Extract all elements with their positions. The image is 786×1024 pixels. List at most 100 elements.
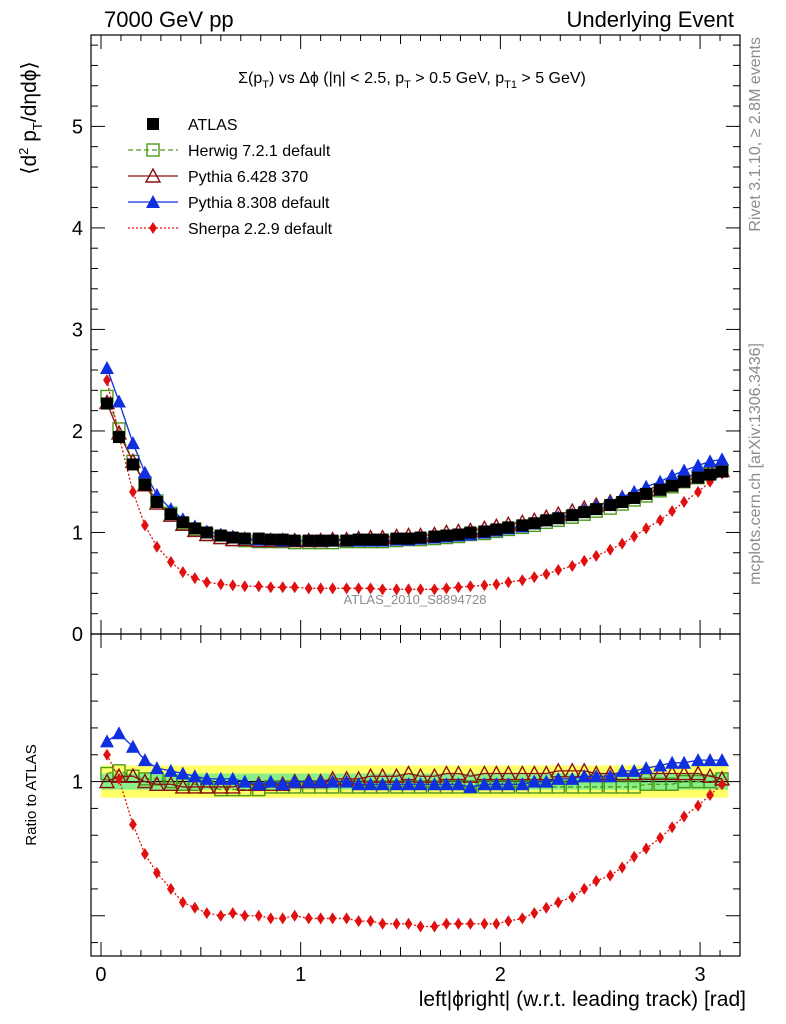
data-point-atlas: [628, 491, 641, 504]
ratio-point-sherpa-2-2-9-default: [378, 917, 387, 930]
ratio-point-pythia-8-308-default: [275, 777, 290, 791]
data-point-sherpa-2-2-9-default: [416, 583, 425, 596]
ratio-point-pythia-8-308-default: [539, 774, 554, 788]
data-point-atlas: [390, 532, 403, 545]
ratio-point-sherpa-2-2-9-default: [530, 907, 539, 920]
data-point-pythia-8-308-default: [125, 436, 140, 450]
series-line-pythia-6-428-370: [106, 402, 723, 542]
ratio-point-pythia-8-308-default: [251, 777, 266, 791]
data-point-atlas: [428, 530, 441, 543]
data-point-sherpa-2-2-9-default: [152, 540, 161, 553]
legend-label: Herwig 7.2.1 default: [188, 143, 331, 160]
ratio-point-sherpa-2-2-9-default: [216, 909, 225, 922]
ratio-point-pythia-8-308-default: [615, 763, 630, 777]
data-point-atlas: [678, 475, 691, 488]
ratio-point-pythia-8-308-default: [187, 769, 202, 783]
ratio-point-sherpa-2-2-9-default: [254, 909, 263, 922]
data-point-pythia-8-308-default: [665, 468, 680, 482]
ratio-point-sherpa-2-2-9-default: [404, 917, 413, 930]
ratio-point-pythia-8-308-default: [313, 774, 328, 788]
data-point-atlas: [288, 534, 301, 547]
data-point-atlas: [552, 512, 565, 525]
legend-marker: [146, 143, 160, 157]
data-point-sherpa-2-2-9-default: [568, 559, 577, 572]
data-point-atlas: [502, 521, 515, 534]
ratio-point-sherpa-2-2-9-default: [202, 907, 211, 920]
data-point-sherpa-2-2-9-default: [504, 576, 513, 589]
ratio-point-pythia-8-308-default: [213, 771, 228, 785]
rivet-note: Rivet 3.1.10, ≥ 2.8M events: [747, 37, 764, 232]
data-point-sherpa-2-2-9-default: [354, 582, 363, 595]
ratio-point-pythia-8-308-default: [363, 777, 378, 791]
data-point-sherpa-2-2-9-default: [290, 581, 299, 594]
watermark: ATLAS_2010_S8894728: [344, 592, 487, 607]
data-point-sherpa-2-2-9-default: [141, 519, 149, 532]
data-point-atlas: [164, 508, 177, 521]
ratio-point-pythia-8-308-default: [515, 777, 530, 791]
ratio-point-sherpa-2-2-9-default: [580, 882, 589, 895]
ratio-point-sherpa-2-2-9-default: [366, 915, 375, 928]
ratio-point-pythia-6-428-370: [148, 775, 166, 791]
ratio-point-pythia-8-308-default: [401, 777, 416, 791]
ratio-point-pythia-8-308-default: [225, 771, 240, 785]
data-point-sherpa-2-2-9-default: [103, 374, 111, 387]
ratio-point-pythia-8-308-default: [691, 753, 706, 767]
ratio-point-pythia-8-308-default: [451, 777, 466, 791]
data-point-atlas: [604, 499, 617, 512]
header-left: 7000 GeV pp: [104, 7, 234, 32]
ratio-point-pythia-8-308-default: [111, 726, 126, 740]
ratio-point-pythia-8-308-default: [715, 753, 730, 767]
legend: ATLAS Herwig 7.2.1 default Pythia 6.428 37…: [128, 117, 333, 238]
data-point-atlas: [176, 516, 189, 529]
data-point-sherpa-2-2-9-default: [492, 578, 501, 591]
data-point-sherpa-2-2-9-default: [129, 485, 137, 498]
data-point-atlas: [616, 496, 629, 509]
ratio-point-pythia-6-428-370: [174, 778, 192, 794]
data-point-sherpa-2-2-9-default: [668, 505, 677, 518]
ratio-point-sherpa-2-2-9-default: [392, 917, 401, 930]
data-point-sherpa-2-2-9-default: [580, 554, 589, 567]
data-point-sherpa-2-2-9-default: [316, 582, 325, 595]
ratio-point-sherpa-2-2-9-default: [542, 901, 551, 914]
legend-marker: [147, 118, 159, 130]
ratio-point-pythia-8-308-default: [527, 774, 542, 788]
data-point-atlas: [276, 533, 289, 546]
data-point-atlas: [302, 534, 315, 547]
ratio-point-sherpa-2-2-9-default: [266, 912, 275, 925]
data-point-atlas: [716, 465, 729, 478]
data-point-atlas: [112, 431, 125, 444]
data-point-atlas: [528, 517, 541, 530]
data-point-pythia-8-308-default: [137, 465, 152, 479]
ratio-point-pythia-6-428-370: [689, 765, 707, 781]
data-point-sherpa-2-2-9-default: [530, 571, 539, 584]
data-point-sherpa-2-2-9-default: [178, 566, 187, 579]
main-panel: 0 1 2 3 4 5 Σ(pT) vs Δϕ (|η| < 2.5, pT > 0.5 …: [16, 34, 741, 646]
ratio-point-pythia-6-428-370: [198, 778, 215, 794]
ratio-point-sherpa-2-2-9-default: [328, 912, 337, 925]
y-tick-label: 5: [72, 116, 83, 138]
data-point-pythia-8-308-default: [111, 394, 126, 408]
ratio-point-pythia-8-308-default: [339, 774, 354, 788]
legend-entry-herwig-7-2-1-default: Herwig 7.2.1 default: [128, 143, 331, 160]
ratio-point-sherpa-2-2-9-default: [416, 920, 425, 933]
y-tick-label: 2: [72, 421, 83, 443]
x-tick-label: 1: [295, 964, 306, 986]
data-point-sherpa-2-2-9-default: [266, 581, 275, 594]
data-point-pythia-8-308-default: [715, 452, 730, 466]
data-point-atlas: [226, 531, 239, 544]
ratio-point-pythia-8-308-default: [287, 774, 302, 788]
data-point-sherpa-2-2-9-default: [216, 578, 225, 591]
ratio-point-pythia-6-428-370: [675, 765, 693, 781]
y-tick-label: 1: [72, 522, 83, 544]
ratio-point-sherpa-2-2-9-default: [178, 896, 187, 909]
ratio-point-pythia-8-308-default: [325, 774, 340, 788]
ratio-point-sherpa-2-2-9-default: [718, 778, 726, 791]
ratio-point-sherpa-2-2-9-default: [504, 915, 513, 928]
ratio-point-sherpa-2-2-9-default: [680, 810, 688, 823]
ratio-point-pythia-6-428-370: [186, 778, 204, 794]
ratio-point-sherpa-2-2-9-default: [480, 917, 489, 930]
legend-marker: [149, 222, 157, 234]
data-point-atlas: [452, 528, 465, 541]
y-tick-label: 3: [72, 319, 83, 341]
